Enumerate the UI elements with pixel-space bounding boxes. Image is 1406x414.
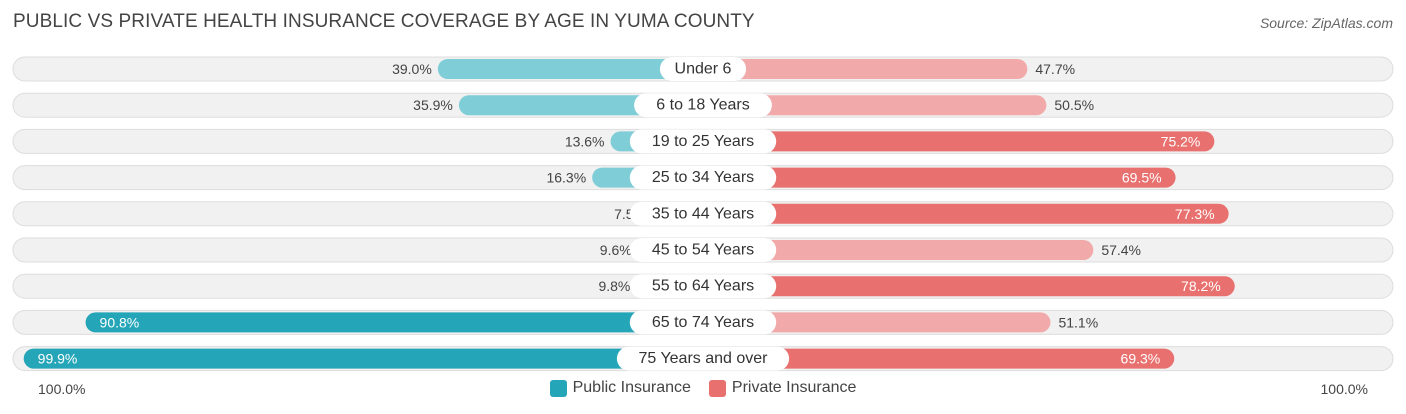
value-label-public: 99.9% <box>38 351 78 367</box>
value-label-public: 9.6% <box>600 242 632 258</box>
axis-right-label: 100.0% <box>1320 381 1368 397</box>
value-label-public: 35.9% <box>413 97 453 113</box>
category-label: 25 to 34 Years <box>652 169 754 186</box>
bar-private <box>703 59 1028 79</box>
bar-private <box>703 95 1047 116</box>
category-label: 75 Years and over <box>639 350 769 367</box>
axis-left-label: 100.0% <box>38 381 86 397</box>
category-label: 45 to 54 Years <box>652 242 754 259</box>
value-label-public: 39.0% <box>392 61 432 77</box>
category-pill <box>616 346 790 371</box>
value-label-private: 47.7% <box>1035 61 1075 77</box>
legend: Public Insurance Private Insurance <box>0 379 1406 397</box>
bar-private <box>703 167 1176 188</box>
category-label: 55 to 64 Years <box>652 278 754 295</box>
legend-swatch-private <box>708 379 726 397</box>
bar-private <box>703 131 1215 152</box>
chart-title: PUBLIC VS PRIVATE HEALTH INSURANCE COVER… <box>13 11 755 32</box>
value-label-public: 9.8% <box>598 278 630 294</box>
value-label-public: 16.3% <box>546 170 586 186</box>
legend-item-public: Public Insurance <box>549 379 691 397</box>
category-label: 6 to 18 Years <box>656 97 749 114</box>
category-pill <box>629 310 777 335</box>
legend-item-private: Private Insurance <box>708 379 857 397</box>
category-label: Under 6 <box>675 61 732 78</box>
bar-public <box>23 348 704 369</box>
legend-swatch-public <box>549 379 567 397</box>
value-label-private: 77.3% <box>1175 206 1215 222</box>
category-pill <box>629 238 777 262</box>
value-label-private: 78.2% <box>1181 278 1221 294</box>
bar-private <box>703 348 1175 369</box>
category-pill <box>629 129 777 154</box>
bar-private <box>703 203 1229 224</box>
category-label: 19 to 25 Years <box>652 133 754 150</box>
bar-public <box>437 59 703 79</box>
bar-private <box>703 240 1094 260</box>
bar-private <box>703 312 1051 333</box>
category-pill <box>634 93 772 118</box>
legend-label-public: Public Insurance <box>572 379 691 396</box>
category-pill <box>629 274 777 299</box>
value-label-private: 69.5% <box>1122 170 1162 186</box>
category-pill <box>629 201 777 226</box>
value-label-private: 69.3% <box>1121 351 1161 367</box>
source-note: Source: ZipAtlas.com <box>1259 15 1393 31</box>
legend-label-private: Private Insurance <box>731 379 857 396</box>
value-label-private: 51.1% <box>1058 314 1098 330</box>
bar-private <box>703 276 1235 297</box>
category-pill <box>659 57 747 81</box>
value-label-private: 75.2% <box>1161 133 1201 149</box>
category-label: 35 to 44 Years <box>652 205 754 222</box>
value-label-private: 50.5% <box>1054 97 1094 113</box>
value-label-private: 57.4% <box>1101 242 1141 258</box>
bar-public <box>85 312 703 333</box>
category-pill <box>629 165 777 190</box>
value-label-public: 90.8% <box>100 314 140 330</box>
value-label-public: 13.6% <box>565 133 605 149</box>
category-label: 65 to 74 Years <box>652 314 754 331</box>
